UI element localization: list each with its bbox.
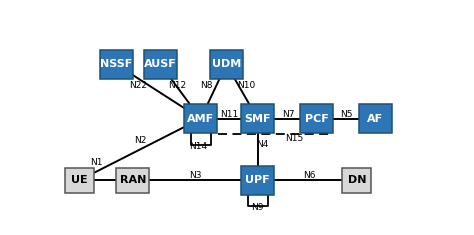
Text: UDM: UDM: [212, 59, 241, 69]
Text: N3: N3: [189, 171, 201, 180]
Text: N2: N2: [134, 136, 146, 145]
Text: AUSF: AUSF: [144, 59, 177, 69]
Text: AF: AF: [367, 114, 383, 124]
Text: AMF: AMF: [187, 114, 214, 124]
Text: N10: N10: [237, 81, 256, 90]
Text: N22: N22: [129, 81, 147, 90]
Text: N6: N6: [303, 171, 315, 180]
Text: N5: N5: [340, 110, 353, 119]
Text: N14: N14: [189, 142, 207, 151]
Text: UPF: UPF: [246, 175, 270, 185]
FancyBboxPatch shape: [144, 50, 177, 79]
Text: N1: N1: [90, 158, 102, 167]
FancyBboxPatch shape: [241, 166, 274, 195]
FancyBboxPatch shape: [210, 50, 243, 79]
Text: N11: N11: [220, 110, 238, 119]
FancyBboxPatch shape: [342, 168, 372, 193]
Text: UE: UE: [71, 175, 88, 185]
Text: N15: N15: [285, 134, 303, 143]
Text: N9: N9: [251, 203, 264, 212]
Text: SMF: SMF: [245, 114, 271, 124]
FancyBboxPatch shape: [359, 104, 392, 133]
FancyBboxPatch shape: [241, 104, 274, 133]
FancyBboxPatch shape: [300, 104, 333, 133]
FancyBboxPatch shape: [116, 168, 149, 193]
FancyBboxPatch shape: [184, 104, 217, 133]
Text: N7: N7: [283, 110, 295, 119]
Text: N12: N12: [168, 81, 186, 90]
Text: PCF: PCF: [304, 114, 328, 124]
FancyBboxPatch shape: [100, 50, 133, 79]
Text: DN: DN: [347, 175, 366, 185]
Text: NSSF: NSSF: [100, 59, 132, 69]
Text: RAN: RAN: [119, 175, 146, 185]
FancyBboxPatch shape: [65, 168, 94, 193]
Text: N4: N4: [256, 141, 268, 149]
Text: N8: N8: [200, 81, 212, 90]
